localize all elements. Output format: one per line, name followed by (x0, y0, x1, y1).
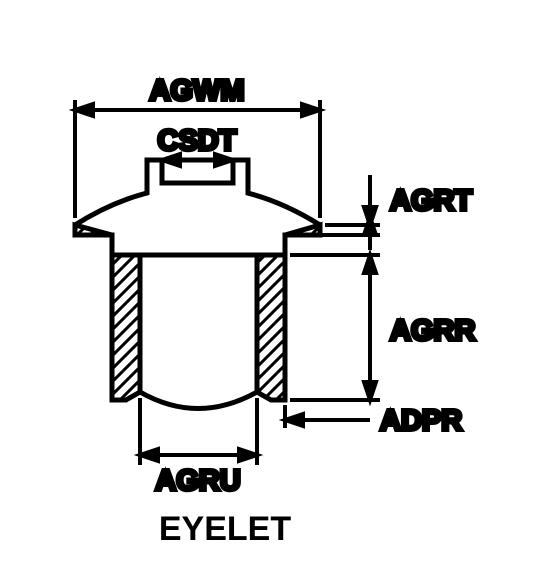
dim-agrr: AGRR (290, 255, 475, 400)
label-adpr: ADPR (380, 405, 462, 437)
dim-adpr: ADPR (285, 405, 462, 437)
label-agrt: AGRT (390, 185, 472, 217)
label-agru: AGRU (155, 465, 240, 497)
eyelet-diagram: AGWM CSDT AGRT (0, 0, 535, 573)
label-agwm: AGWM (149, 75, 244, 107)
dim-agru: AGRU (140, 398, 257, 497)
label-csdt: CSDT (158, 125, 237, 157)
dim-agrt: AGRT (290, 180, 472, 250)
dim-csdt: CSDT (158, 125, 237, 166)
label-agrr: AGRR (390, 315, 475, 347)
title: EYELET (159, 510, 291, 548)
dim-agrt-arrows (364, 175, 376, 225)
eyelet-body (75, 160, 320, 409)
